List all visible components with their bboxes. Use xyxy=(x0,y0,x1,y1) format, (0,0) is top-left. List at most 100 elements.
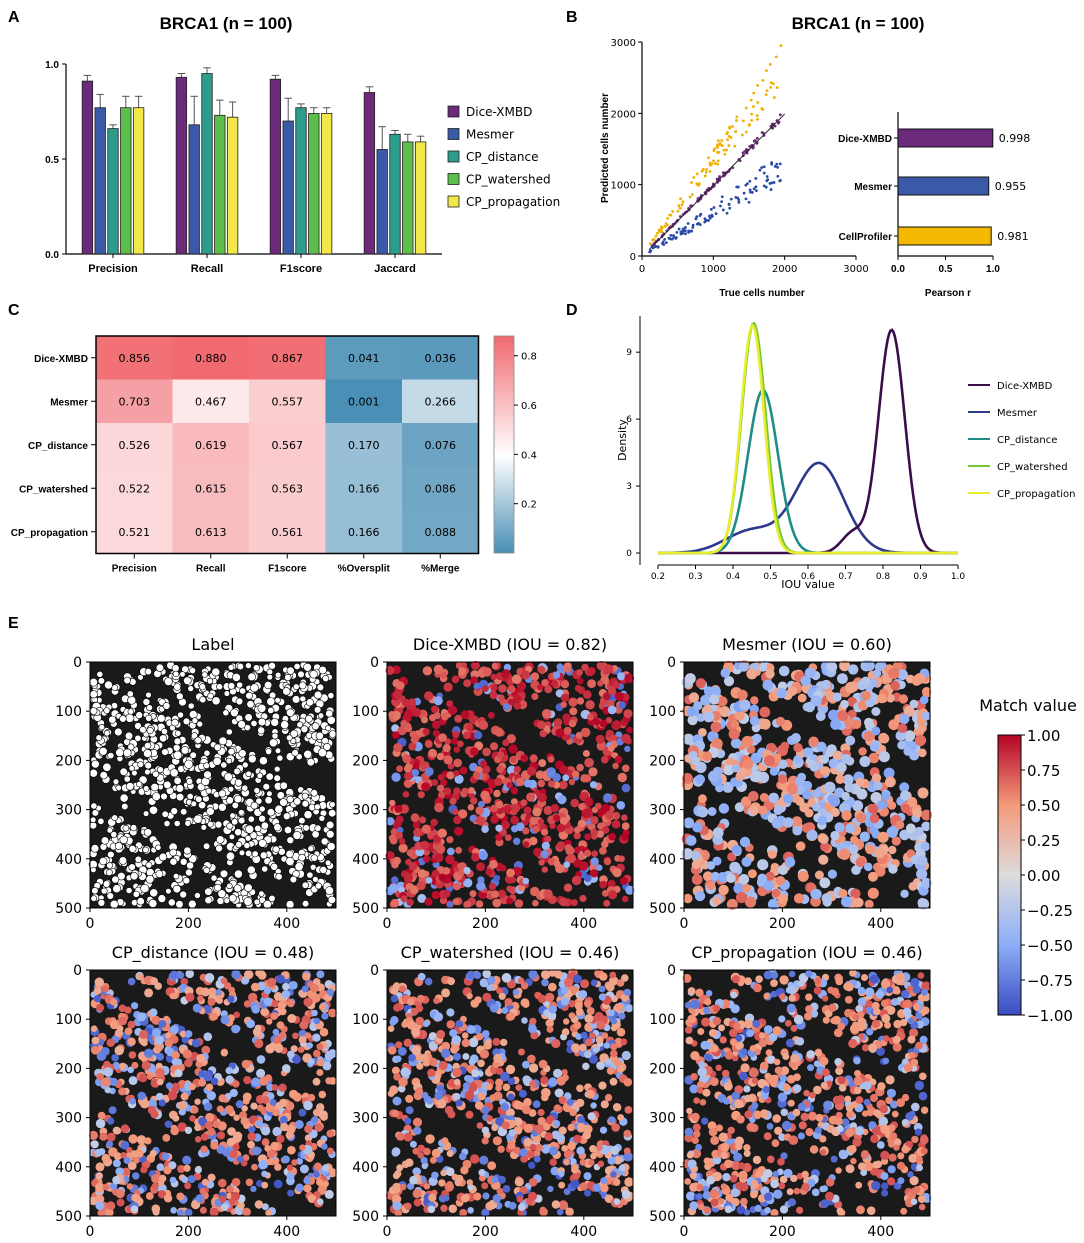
e-cell xyxy=(136,781,143,788)
c-col-label: Recall xyxy=(196,564,226,575)
b-point-cellprofiler xyxy=(769,86,773,89)
b-point-mesmer xyxy=(720,195,724,199)
e-cell xyxy=(184,1058,193,1068)
e-cell xyxy=(171,1058,179,1066)
e-cell xyxy=(624,1177,634,1187)
e-cell xyxy=(476,862,486,872)
e-cell xyxy=(318,815,326,822)
e-cell xyxy=(203,1032,213,1041)
e-cell xyxy=(587,679,596,688)
e-cell xyxy=(174,730,182,737)
b-point-cellprofiler xyxy=(657,228,661,232)
e-cell xyxy=(271,1000,279,1008)
b-point-cellprofiler xyxy=(720,144,724,148)
b-point-cellprofiler xyxy=(705,168,708,171)
b-point-cellprofiler xyxy=(756,84,760,87)
e-cell xyxy=(578,803,586,811)
e-cell xyxy=(706,881,716,890)
e-cell xyxy=(205,787,213,795)
e-cell xyxy=(521,670,531,680)
b-point-cellprofiler xyxy=(744,130,748,134)
e-cell xyxy=(511,674,522,684)
e-cell xyxy=(579,1182,588,1191)
e-cell xyxy=(535,770,545,780)
e-cell xyxy=(183,846,192,855)
e-cell xyxy=(919,695,929,705)
b-point-cellprofiler xyxy=(712,159,715,163)
e-cell xyxy=(152,1029,161,1038)
a-bar-cp_propagation xyxy=(226,116,239,255)
panel-d-ylabel: Density xyxy=(616,419,629,461)
e-cell xyxy=(423,855,431,863)
c-cell xyxy=(172,423,249,467)
e-y-tick-label: 200 xyxy=(55,753,82,769)
b-point-cellprofiler xyxy=(660,227,663,231)
e-cell xyxy=(272,1108,280,1117)
e-cell xyxy=(261,1181,269,1189)
e-cell xyxy=(443,787,452,796)
e-cell xyxy=(238,849,246,856)
e-cell xyxy=(557,795,567,805)
e-cell xyxy=(169,1025,179,1034)
e-cell xyxy=(194,736,202,744)
e-cell xyxy=(108,715,117,724)
e-cell xyxy=(322,1180,329,1188)
e-cell xyxy=(271,732,279,740)
e-cell xyxy=(741,856,752,867)
e-cell xyxy=(89,816,97,823)
e-cell xyxy=(408,698,417,706)
e-cell xyxy=(807,829,818,841)
e-cell xyxy=(528,1063,539,1073)
e-cell xyxy=(845,823,856,834)
b-x-tick-label: 0 xyxy=(639,264,645,275)
e-cell xyxy=(225,728,233,736)
e-cell xyxy=(759,706,771,718)
e-cell xyxy=(90,866,97,874)
c-colorbar xyxy=(493,335,515,554)
e-cell xyxy=(273,823,282,832)
e-cell xyxy=(563,726,572,736)
e-cell xyxy=(278,1083,287,1092)
e-cell xyxy=(875,866,886,877)
e-cell xyxy=(695,774,705,785)
e-cell xyxy=(95,1172,103,1180)
e-cell xyxy=(191,1106,199,1114)
c-cell-label: 0.036 xyxy=(425,352,457,365)
b-point-dice-xmbd xyxy=(773,124,777,128)
e-cell xyxy=(132,890,140,898)
e-cell xyxy=(169,768,179,778)
e-cell xyxy=(518,1089,527,1098)
b-point-cellprofiler xyxy=(716,162,720,166)
e-cell xyxy=(570,798,579,808)
e-cell xyxy=(144,988,154,998)
e-cell xyxy=(106,827,113,834)
e-cell xyxy=(415,1087,424,1096)
c-cell-label: 0.563 xyxy=(272,482,304,495)
e-cell xyxy=(257,717,267,727)
e-cell xyxy=(917,855,928,866)
e-cell xyxy=(748,791,759,802)
b-point-dice-xmbd xyxy=(721,171,725,175)
e-cell xyxy=(172,872,180,880)
e-cell xyxy=(226,882,233,890)
e-cell xyxy=(738,661,749,672)
e-cell xyxy=(742,758,754,769)
e-cell xyxy=(281,1155,290,1164)
e-cell xyxy=(261,1096,270,1104)
b-point-mesmer xyxy=(683,229,687,233)
e-cell xyxy=(303,1184,312,1193)
e-cell xyxy=(165,1082,173,1090)
e-cell xyxy=(792,825,802,836)
b-point-cellprofiler xyxy=(731,125,734,128)
e-cell xyxy=(730,719,740,729)
a-bar-dice-xmbd xyxy=(363,92,376,255)
e-cell xyxy=(295,1183,304,1192)
panel-b-ylabel: Predicted cells number xyxy=(600,93,611,203)
e-cell xyxy=(220,1015,230,1025)
e-cell xyxy=(446,847,455,856)
e-cell xyxy=(286,999,295,1008)
e-cell xyxy=(389,883,399,893)
e-cell xyxy=(214,883,222,892)
e-cell xyxy=(538,994,547,1004)
e-cell xyxy=(453,815,462,825)
